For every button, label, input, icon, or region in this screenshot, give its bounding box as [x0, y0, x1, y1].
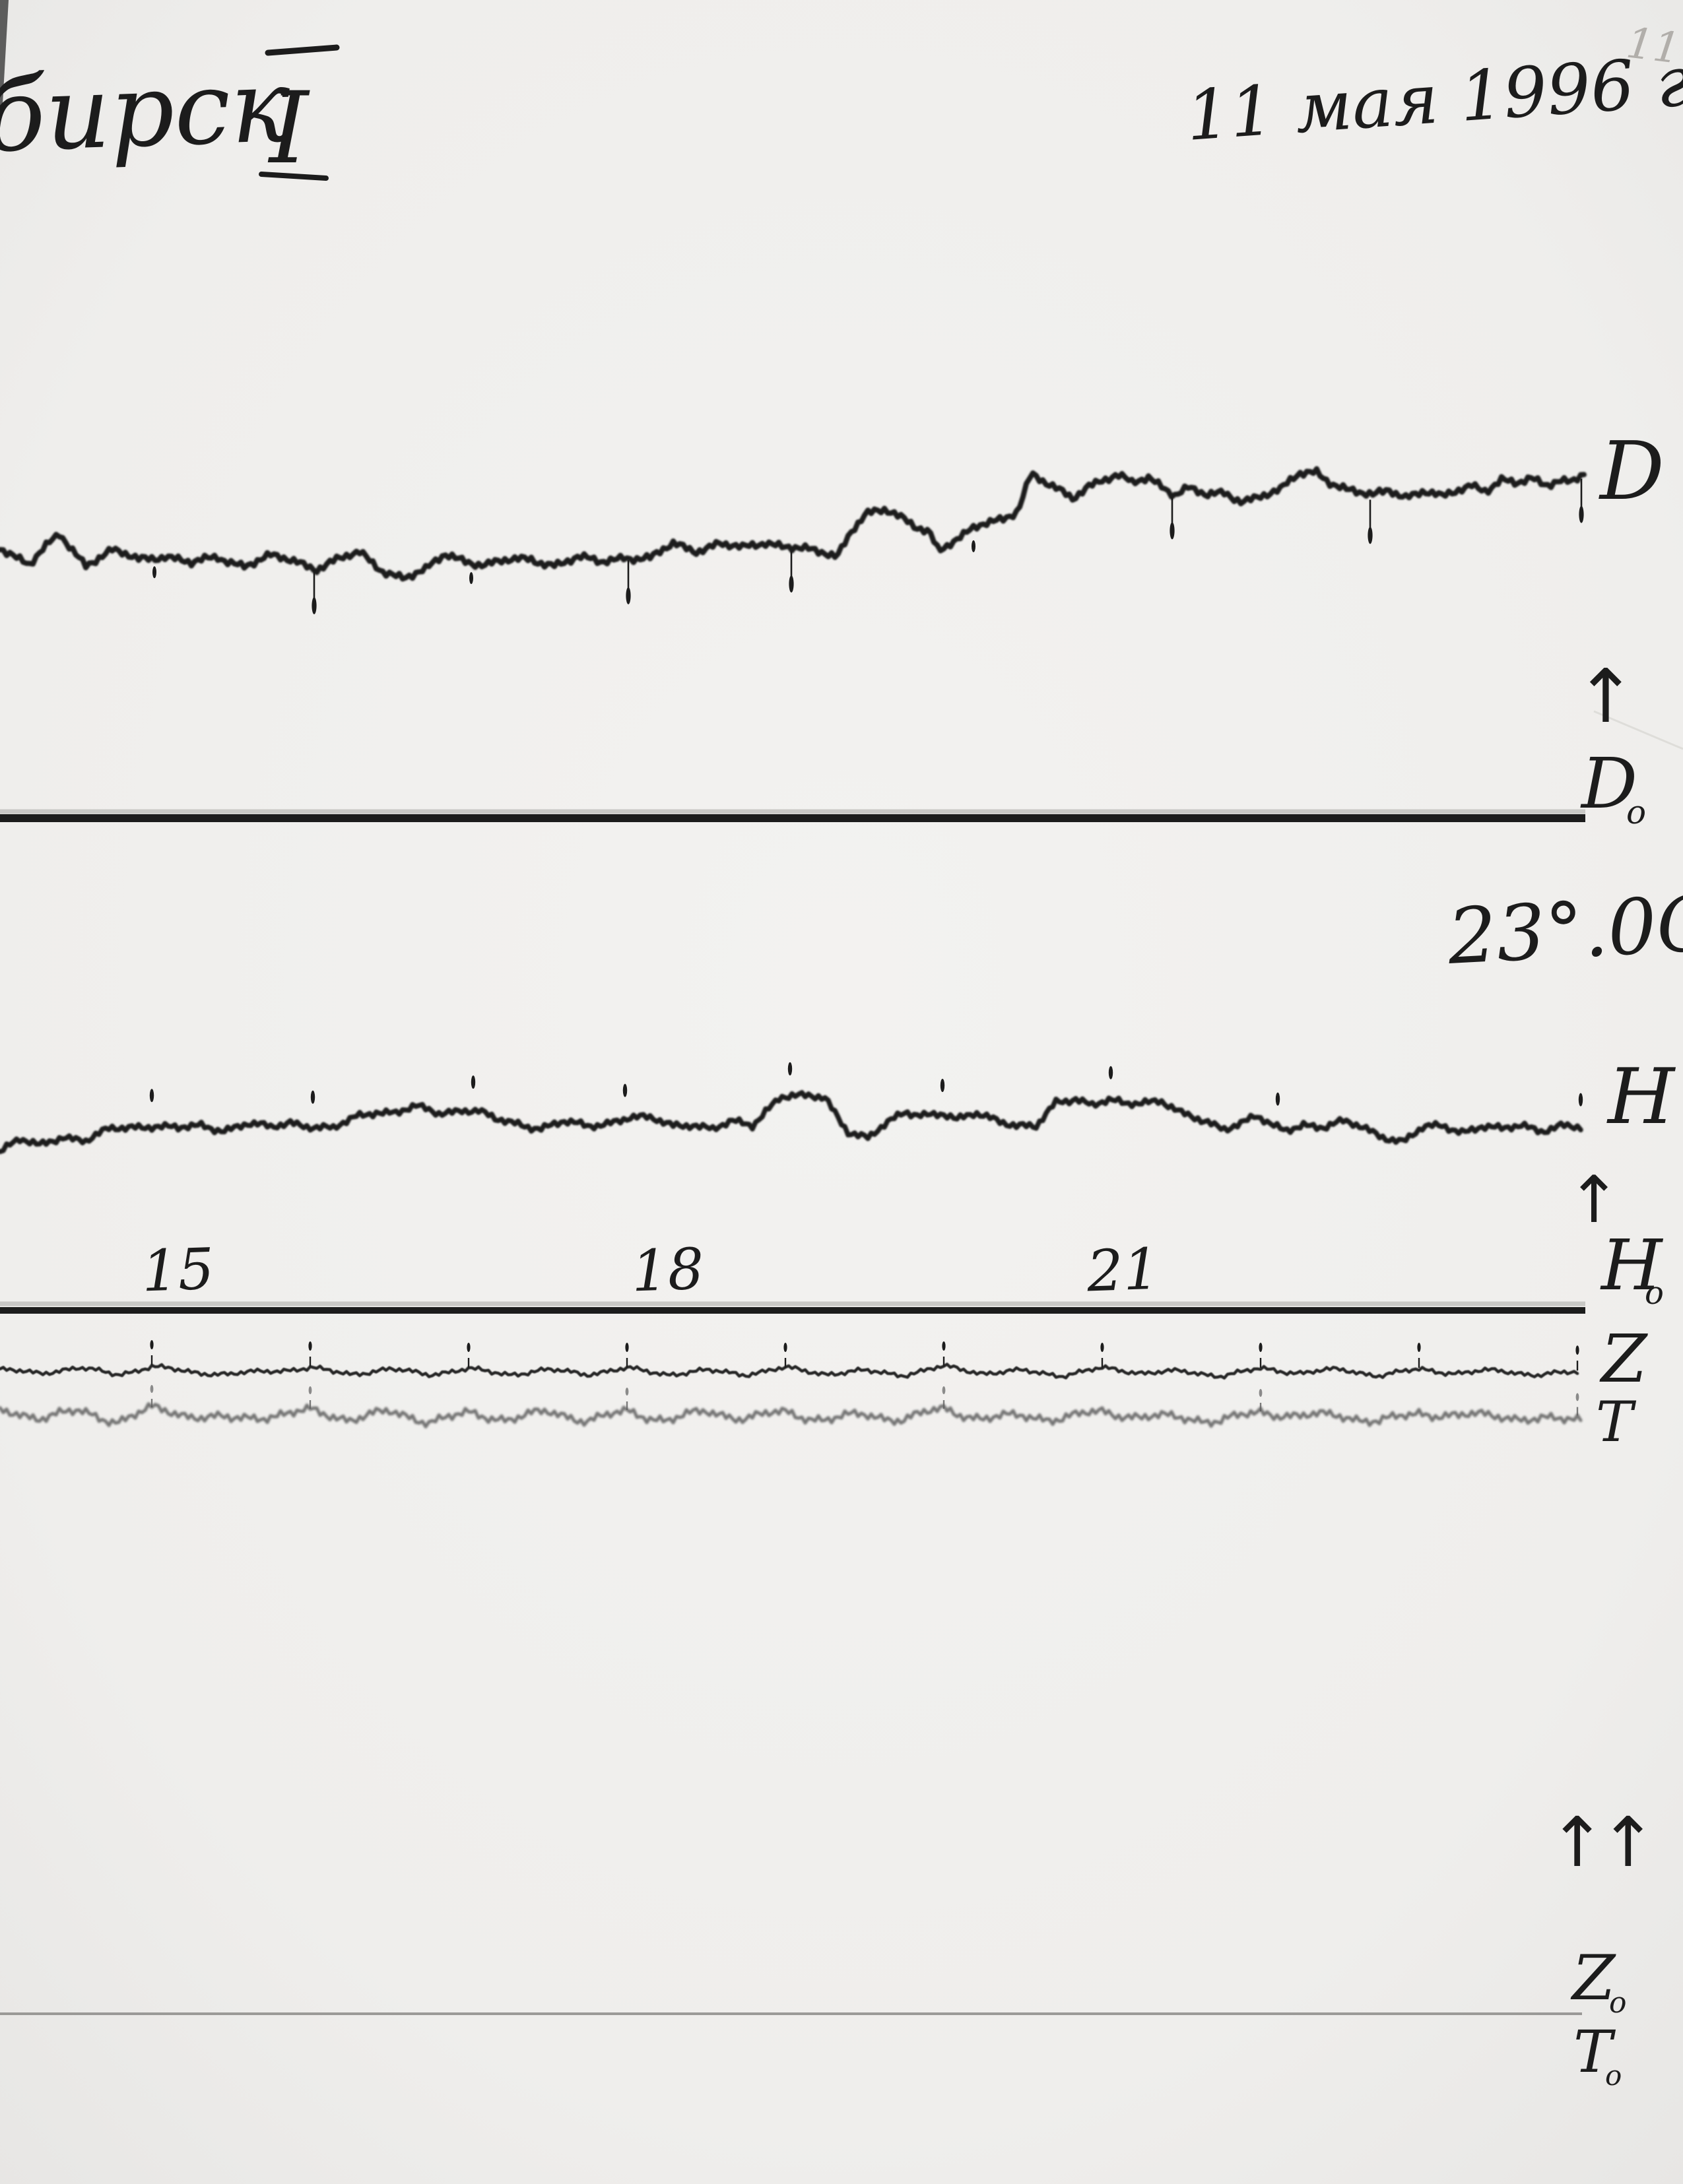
hour-label-15: 15 — [141, 1237, 215, 1305]
h-hour-mark — [1578, 1093, 1583, 1107]
h-hour-mark — [149, 1089, 154, 1103]
trace-z — [0, 1363, 1579, 1380]
baseline-d0-label: D — [1580, 743, 1637, 824]
page-number: 11 — [1624, 18, 1683, 73]
t-hour-mark-dot — [942, 1386, 946, 1394]
baseline-lines — [0, 809, 1585, 2015]
paper-crease — [1593, 710, 1683, 750]
d-baseline-up-arrow-icon: ↑ — [1575, 654, 1637, 740]
baseline-z0-subscript: o — [1609, 1986, 1627, 2020]
trace-z-label: Z — [1599, 1320, 1648, 1397]
d-hour-mark-drop — [1579, 505, 1584, 523]
temperature-label: 23°.0C — [1445, 879, 1683, 982]
numeral-underbar — [259, 172, 329, 181]
z-hour-mark-dot — [1100, 1343, 1104, 1352]
d-hour-mark-drop — [1170, 522, 1175, 540]
trace-t-label: T — [1596, 1390, 1637, 1454]
d-hour-mark — [469, 572, 473, 585]
trace-d-label: D — [1599, 424, 1665, 518]
z-hour-mark-dot — [308, 1341, 312, 1351]
zt-baseline-double-up-arrow-icon: ↑↑ — [1548, 1802, 1650, 1882]
baseline-z0-label: Z — [1570, 1943, 1616, 2014]
baseline-t0-subscript: o — [1605, 2059, 1622, 2092]
t-hour-mark-dot — [150, 1385, 154, 1393]
z-hour-mark-dot — [1575, 1345, 1579, 1355]
station-title: бирск — [0, 48, 292, 175]
hour-labels: 15 18 21 — [141, 1237, 1160, 1305]
numeral-overbar — [265, 44, 340, 56]
h-hour-mark — [940, 1079, 945, 1092]
baseline-t0-label: T — [1573, 2018, 1616, 2086]
trace-h-label: H — [1606, 1052, 1676, 1141]
d-hour-mark — [972, 540, 975, 552]
d-hour-mark-drop — [789, 575, 794, 593]
t-hour-mark-dot — [1575, 1393, 1579, 1401]
z-hour-mark-dot — [625, 1343, 629, 1352]
t-hour-mark-dot — [625, 1388, 629, 1396]
baseline-h0-subscript: o — [1645, 1275, 1664, 1312]
h-hour-mark — [622, 1083, 628, 1097]
d-hour-mark-drop — [626, 587, 631, 604]
z-hour-mark-dot — [783, 1343, 787, 1352]
z-hour-mark-dot — [150, 1340, 154, 1349]
z-hour-mark-dot — [1417, 1343, 1421, 1352]
station-numeral: I — [267, 71, 310, 186]
hour-label-21: 21 — [1085, 1237, 1160, 1305]
time-marks — [149, 478, 1584, 1416]
z-hour-mark-dot — [942, 1341, 946, 1351]
t-hour-mark-dot — [1259, 1389, 1263, 1397]
baseline-h0-label: H — [1600, 1225, 1664, 1306]
h-hour-mark — [1275, 1092, 1280, 1106]
z-hour-mark-dot — [1259, 1343, 1263, 1352]
h-baseline-up-arrow-icon: ↑ — [1567, 1163, 1621, 1238]
trace-t — [0, 1402, 1583, 1429]
z-hour-mark-dot — [467, 1343, 471, 1352]
hour-label-18: 18 — [630, 1237, 705, 1305]
t-hour-mark-dot — [308, 1386, 312, 1394]
d-hour-mark-drop — [1368, 527, 1373, 544]
h-hour-mark — [1108, 1066, 1113, 1079]
h-hour-mark — [471, 1076, 476, 1089]
scan-edge-artifact — [0, 0, 9, 122]
trace-h — [0, 1090, 1583, 1155]
baseline-d0-subscript: o — [1626, 793, 1646, 831]
d-hour-mark — [152, 566, 156, 579]
h-hour-mark — [310, 1090, 315, 1104]
h-hour-mark — [787, 1062, 793, 1076]
d-hour-mark-drop — [312, 596, 317, 614]
